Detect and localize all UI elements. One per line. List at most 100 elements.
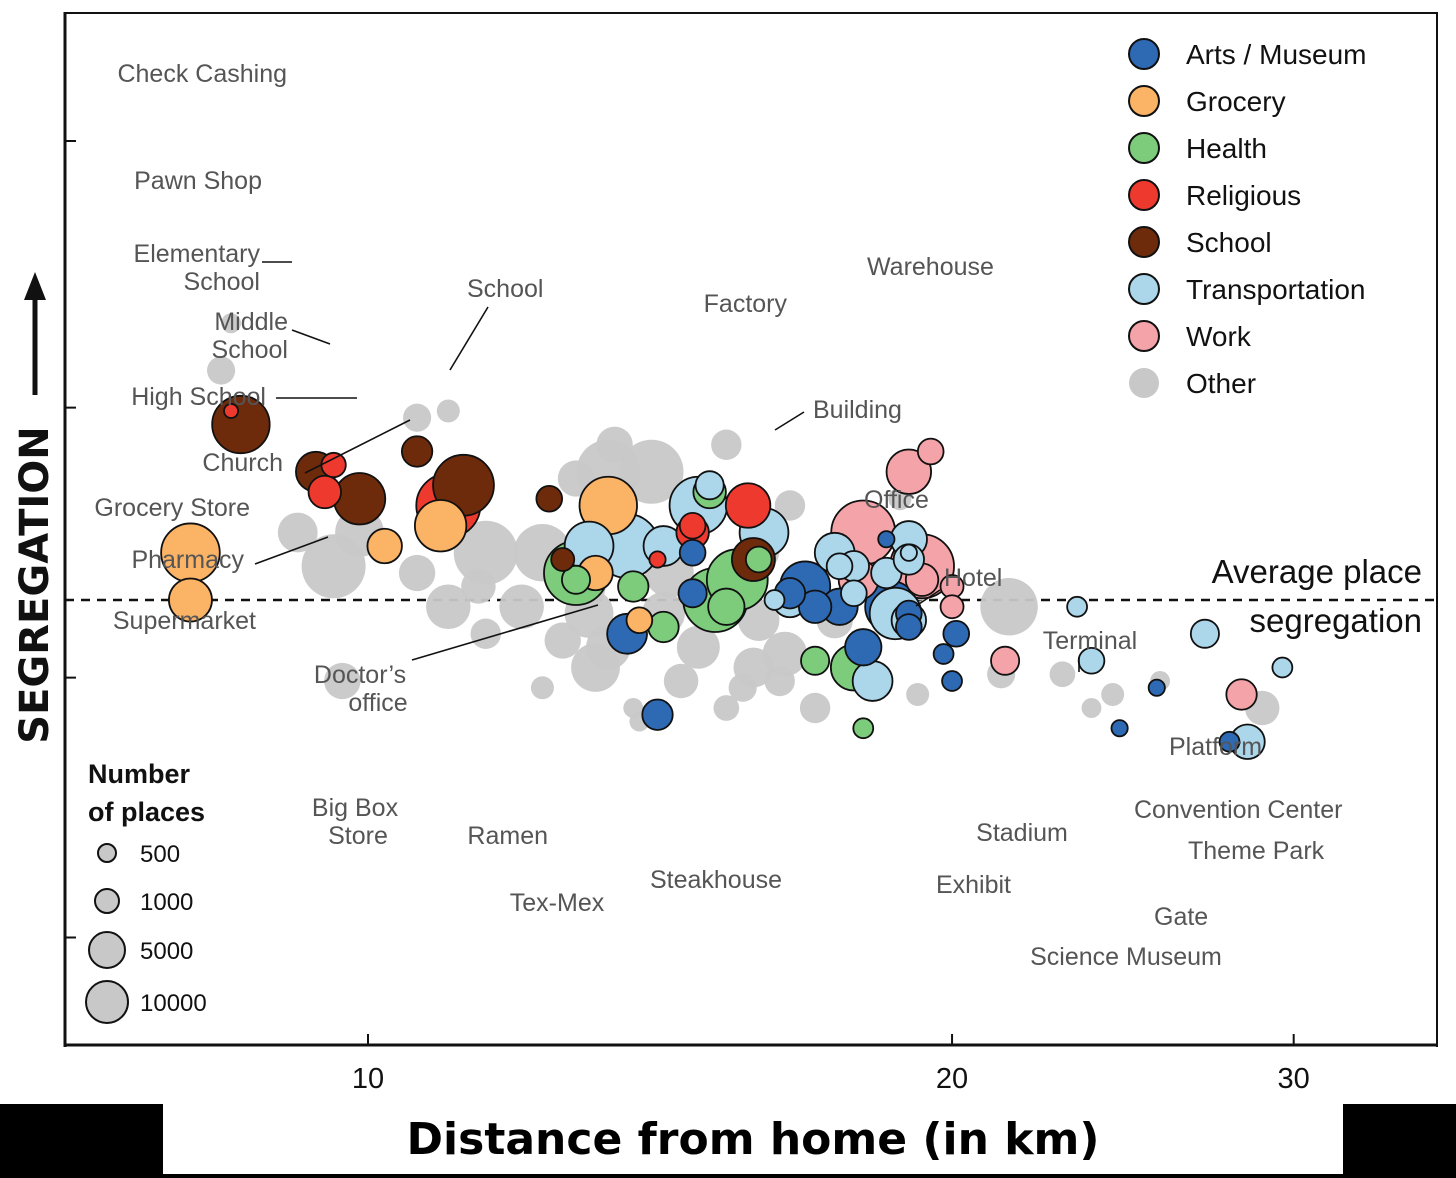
size-legend-title-line-2: of places xyxy=(88,797,205,827)
y-axis-label: SEGREGATION xyxy=(12,426,58,743)
legend-label-school: School xyxy=(1186,227,1272,258)
bubble-arts-museum xyxy=(877,530,896,549)
annotation-gate: Gate xyxy=(1154,903,1208,931)
legend-label-transportation: Transportation xyxy=(1186,274,1366,305)
leader-middle-school xyxy=(291,329,331,345)
leader-building xyxy=(774,411,805,431)
bubble-health xyxy=(800,645,831,676)
bubble-other xyxy=(676,625,720,669)
bubble-religious xyxy=(648,550,667,569)
bubble-other xyxy=(1101,683,1125,706)
annotation-middle-school-line-2: School xyxy=(212,336,288,364)
bubble-religious xyxy=(307,474,342,510)
bubble-other xyxy=(774,490,806,521)
legend-label-work: Work xyxy=(1186,321,1252,352)
bubble-transportation xyxy=(763,589,786,611)
annotation-pharmacy: Pharmacy xyxy=(131,546,244,574)
bubble-arts-museum xyxy=(677,578,708,609)
bubble-health xyxy=(852,717,875,740)
bubble-religious xyxy=(724,482,772,529)
bubble-arts-museum xyxy=(797,589,833,624)
bubble-transportation xyxy=(851,660,894,702)
x-tick-label: 20 xyxy=(936,1063,968,1095)
legend-swatch-work xyxy=(1128,320,1160,352)
bubble-other xyxy=(906,683,930,706)
bubble-school xyxy=(535,484,564,513)
annotation-high-school: High School xyxy=(131,383,266,411)
bubble-school xyxy=(550,547,576,572)
size-legend-circle-500 xyxy=(97,843,117,863)
annotation-elementary-school-line-1: Elementary xyxy=(134,240,261,268)
bubble-other xyxy=(461,569,496,604)
bubble-other xyxy=(663,663,699,699)
annotation-tex-mex: Tex-Mex xyxy=(510,889,605,917)
size-legend-label-10000: 10000 xyxy=(140,990,207,1017)
bubble-other xyxy=(398,554,436,592)
bubble-other xyxy=(764,665,795,697)
bubble-work xyxy=(1225,678,1258,711)
annotation-check-cashing: Check Cashing xyxy=(117,60,287,88)
bubble-grocery xyxy=(366,527,403,565)
bubble-transportation xyxy=(1271,656,1294,679)
annotation-middle-school-line-1: Middle xyxy=(214,308,288,336)
annotation-steakhouse: Steakhouse xyxy=(650,866,782,894)
size-legend-circle-5000 xyxy=(88,931,126,969)
bubble-other xyxy=(711,429,742,460)
bubble-transportation xyxy=(694,470,725,501)
average-label-line-2: segregation xyxy=(1250,602,1422,639)
annotation-grocery-store: Grocery Store xyxy=(94,494,250,522)
bubble-other xyxy=(980,578,1038,636)
annotation-building: Building xyxy=(813,396,902,424)
bubble-work xyxy=(916,437,945,466)
legend-label-other: Other xyxy=(1186,368,1256,399)
y-axis-ticks xyxy=(65,140,76,939)
bubble-other xyxy=(277,512,318,553)
legend-swatch-school xyxy=(1128,226,1160,258)
bubble-grocery xyxy=(625,606,654,635)
leader-hotel xyxy=(915,589,941,607)
bubble-health xyxy=(744,545,773,574)
bubble-other xyxy=(530,676,554,700)
size-legend-title-line-1: Number xyxy=(88,759,191,789)
leader-school xyxy=(449,306,489,371)
bubble-transportation xyxy=(1189,618,1220,649)
x-tick-label: 30 xyxy=(1278,1063,1310,1095)
annotation-warehouse: Warehouse xyxy=(867,253,994,281)
bubble-other xyxy=(728,673,757,702)
annotation-platform: Platform xyxy=(1169,733,1262,761)
bubble-arts-museum xyxy=(941,670,963,692)
bubble-arts-museum xyxy=(844,628,883,667)
bubble-other xyxy=(324,662,361,700)
annotation-ramen: Ramen xyxy=(467,822,548,850)
bubble-other xyxy=(713,695,740,721)
size-legend-label-1000: 1000 xyxy=(140,889,193,916)
average-label-line-1: Average place xyxy=(1212,553,1422,590)
annotation-stadium: Stadium xyxy=(976,819,1068,847)
bubble-work xyxy=(990,645,1021,676)
annotation-convention-center: Convention Center xyxy=(1134,796,1342,824)
bubble-other xyxy=(426,584,471,630)
bubble-transportation xyxy=(825,552,854,581)
bubble-arts-museum xyxy=(1110,719,1129,738)
bubble-religious xyxy=(320,451,347,479)
bubble-other xyxy=(799,692,831,724)
annotation-school: School xyxy=(467,275,543,303)
x-axis-ticks: 10 20 30 xyxy=(352,1034,1310,1095)
annotation-factory: Factory xyxy=(704,290,788,318)
bubble-arts-museum xyxy=(942,619,971,648)
bubble-health xyxy=(561,564,591,595)
y-axis-arrow-head xyxy=(24,272,46,300)
leader-lines xyxy=(254,261,1080,672)
bubble-arts-museum xyxy=(1147,678,1166,697)
bubble-school xyxy=(400,435,434,468)
bubble-other xyxy=(453,520,518,585)
bubble-other xyxy=(207,356,236,385)
legend-label-religious: Religious xyxy=(1186,180,1301,211)
annotation-exhibit: Exhibit xyxy=(936,871,1011,899)
bubble-other xyxy=(499,584,544,630)
leader-church xyxy=(304,419,411,474)
bubble-school xyxy=(332,472,387,526)
leader-doctor-s-office xyxy=(411,604,599,661)
bubble-religious xyxy=(678,511,707,540)
